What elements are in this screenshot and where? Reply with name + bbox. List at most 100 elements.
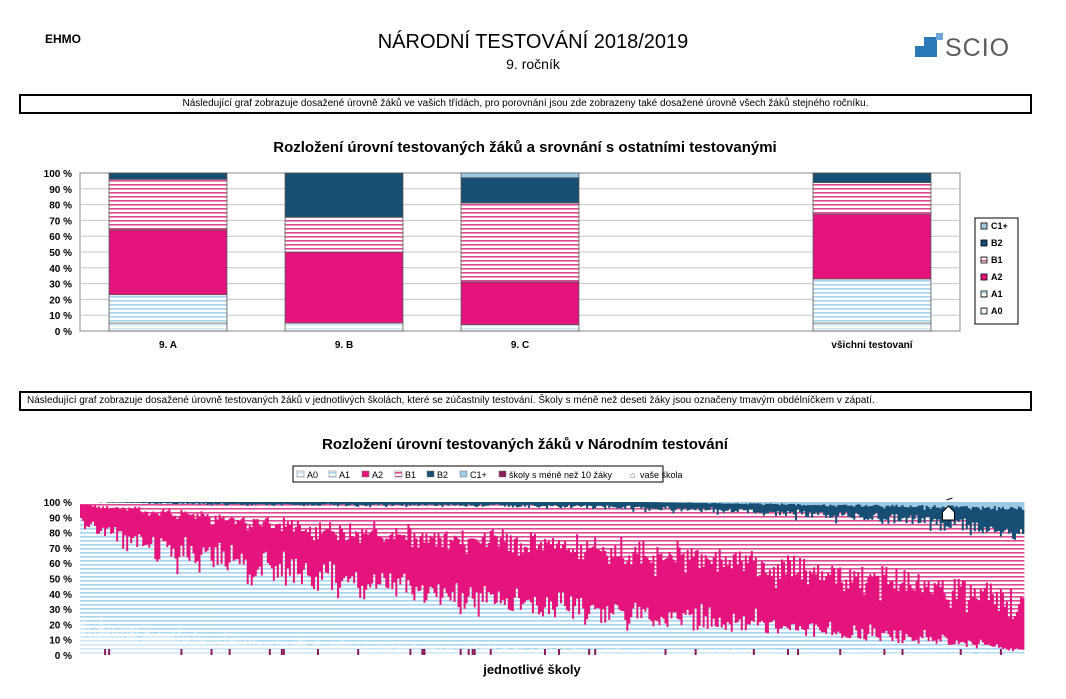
school-bar xyxy=(499,502,503,506)
school-bar xyxy=(517,555,521,599)
school-bar xyxy=(499,650,503,655)
school-bar xyxy=(937,502,941,508)
school-bar xyxy=(708,607,712,649)
school-bar xyxy=(845,579,848,638)
school-bar xyxy=(612,557,615,615)
school-bar xyxy=(1019,502,1023,508)
school-bar xyxy=(626,630,629,653)
school-bar xyxy=(754,513,758,558)
school-bar xyxy=(568,611,571,651)
school-bar xyxy=(335,582,338,646)
school-bar xyxy=(288,524,292,576)
school-bar xyxy=(927,502,930,507)
school-bar xyxy=(190,641,193,655)
school-bar xyxy=(877,505,880,519)
school-bar xyxy=(620,650,623,655)
school-bar xyxy=(228,504,232,519)
school-bar xyxy=(453,502,456,506)
school-bar xyxy=(399,505,402,535)
info-note-schools: Následující graf zobrazuje dosažené úrov… xyxy=(19,391,1032,411)
school-bar xyxy=(831,505,834,518)
school-bar xyxy=(975,522,979,599)
school-bar xyxy=(951,652,955,655)
school-bar xyxy=(182,512,185,557)
school-bar xyxy=(702,502,706,509)
school-bar xyxy=(495,536,499,603)
school-bar xyxy=(983,644,987,653)
school-bar xyxy=(529,602,533,649)
school-bar xyxy=(252,518,256,578)
school-bar xyxy=(234,504,238,524)
school-bar xyxy=(971,644,975,653)
school-bar xyxy=(955,599,959,641)
school-bar xyxy=(485,502,489,506)
school-bar xyxy=(1017,649,1021,654)
school-bar xyxy=(586,508,589,541)
school-bar xyxy=(154,503,157,514)
school-bar xyxy=(632,511,635,552)
school-bar xyxy=(574,551,577,607)
school-bar xyxy=(319,571,322,645)
school-bar xyxy=(413,600,416,643)
school-bar xyxy=(385,502,388,508)
school-bar xyxy=(224,505,228,521)
school-bar xyxy=(461,505,465,531)
school-bar xyxy=(232,502,236,505)
school-bar xyxy=(296,574,300,644)
school-bar xyxy=(991,594,995,647)
school-bar xyxy=(499,537,503,604)
school-bar xyxy=(90,630,93,655)
school-bar xyxy=(949,502,953,506)
school-bar xyxy=(80,502,83,505)
school-bar xyxy=(507,609,511,651)
school-bar xyxy=(740,630,744,650)
school-bar xyxy=(901,643,904,653)
school-bar xyxy=(674,502,677,511)
school-bar xyxy=(493,504,497,536)
school-bar xyxy=(142,503,145,514)
school-bar xyxy=(232,560,236,640)
school-bar xyxy=(230,516,234,545)
school-bar xyxy=(748,555,752,625)
school-bar xyxy=(965,652,969,655)
school-bar xyxy=(513,647,517,655)
school-bar xyxy=(82,520,85,620)
school-bar xyxy=(807,502,810,505)
school-bar xyxy=(421,504,424,534)
school-bar xyxy=(174,515,177,559)
school-bar xyxy=(706,651,710,655)
school-bar xyxy=(913,506,916,520)
school-bar xyxy=(634,502,637,508)
school-bar xyxy=(650,651,653,655)
school-bar xyxy=(142,513,145,547)
school-bar xyxy=(736,502,740,504)
school-bar xyxy=(857,571,860,638)
school-bar xyxy=(349,502,352,506)
school-bar xyxy=(164,635,167,655)
school-bar xyxy=(632,551,635,609)
school-bar xyxy=(706,510,710,559)
school-bar xyxy=(678,650,681,655)
school-bar xyxy=(991,646,995,654)
school-bar xyxy=(752,503,756,513)
school-bar xyxy=(718,651,722,655)
school-bar xyxy=(194,563,197,633)
school-bar xyxy=(248,502,252,504)
school-bar xyxy=(873,628,876,652)
school-bar xyxy=(877,652,880,655)
school-bar xyxy=(449,504,452,540)
school-bar xyxy=(957,578,961,645)
school-bar xyxy=(734,649,738,655)
school-bar xyxy=(981,591,985,643)
school-bar xyxy=(479,648,483,655)
school-bar xyxy=(865,640,868,653)
school-bar xyxy=(869,518,872,575)
school-bar xyxy=(465,502,469,507)
school-bar xyxy=(756,503,760,513)
school-bar xyxy=(220,502,224,504)
school-bar xyxy=(913,502,916,507)
school-bar xyxy=(365,502,368,507)
school-bar xyxy=(784,626,788,652)
school-bar xyxy=(750,503,754,510)
school-bar xyxy=(329,502,332,505)
